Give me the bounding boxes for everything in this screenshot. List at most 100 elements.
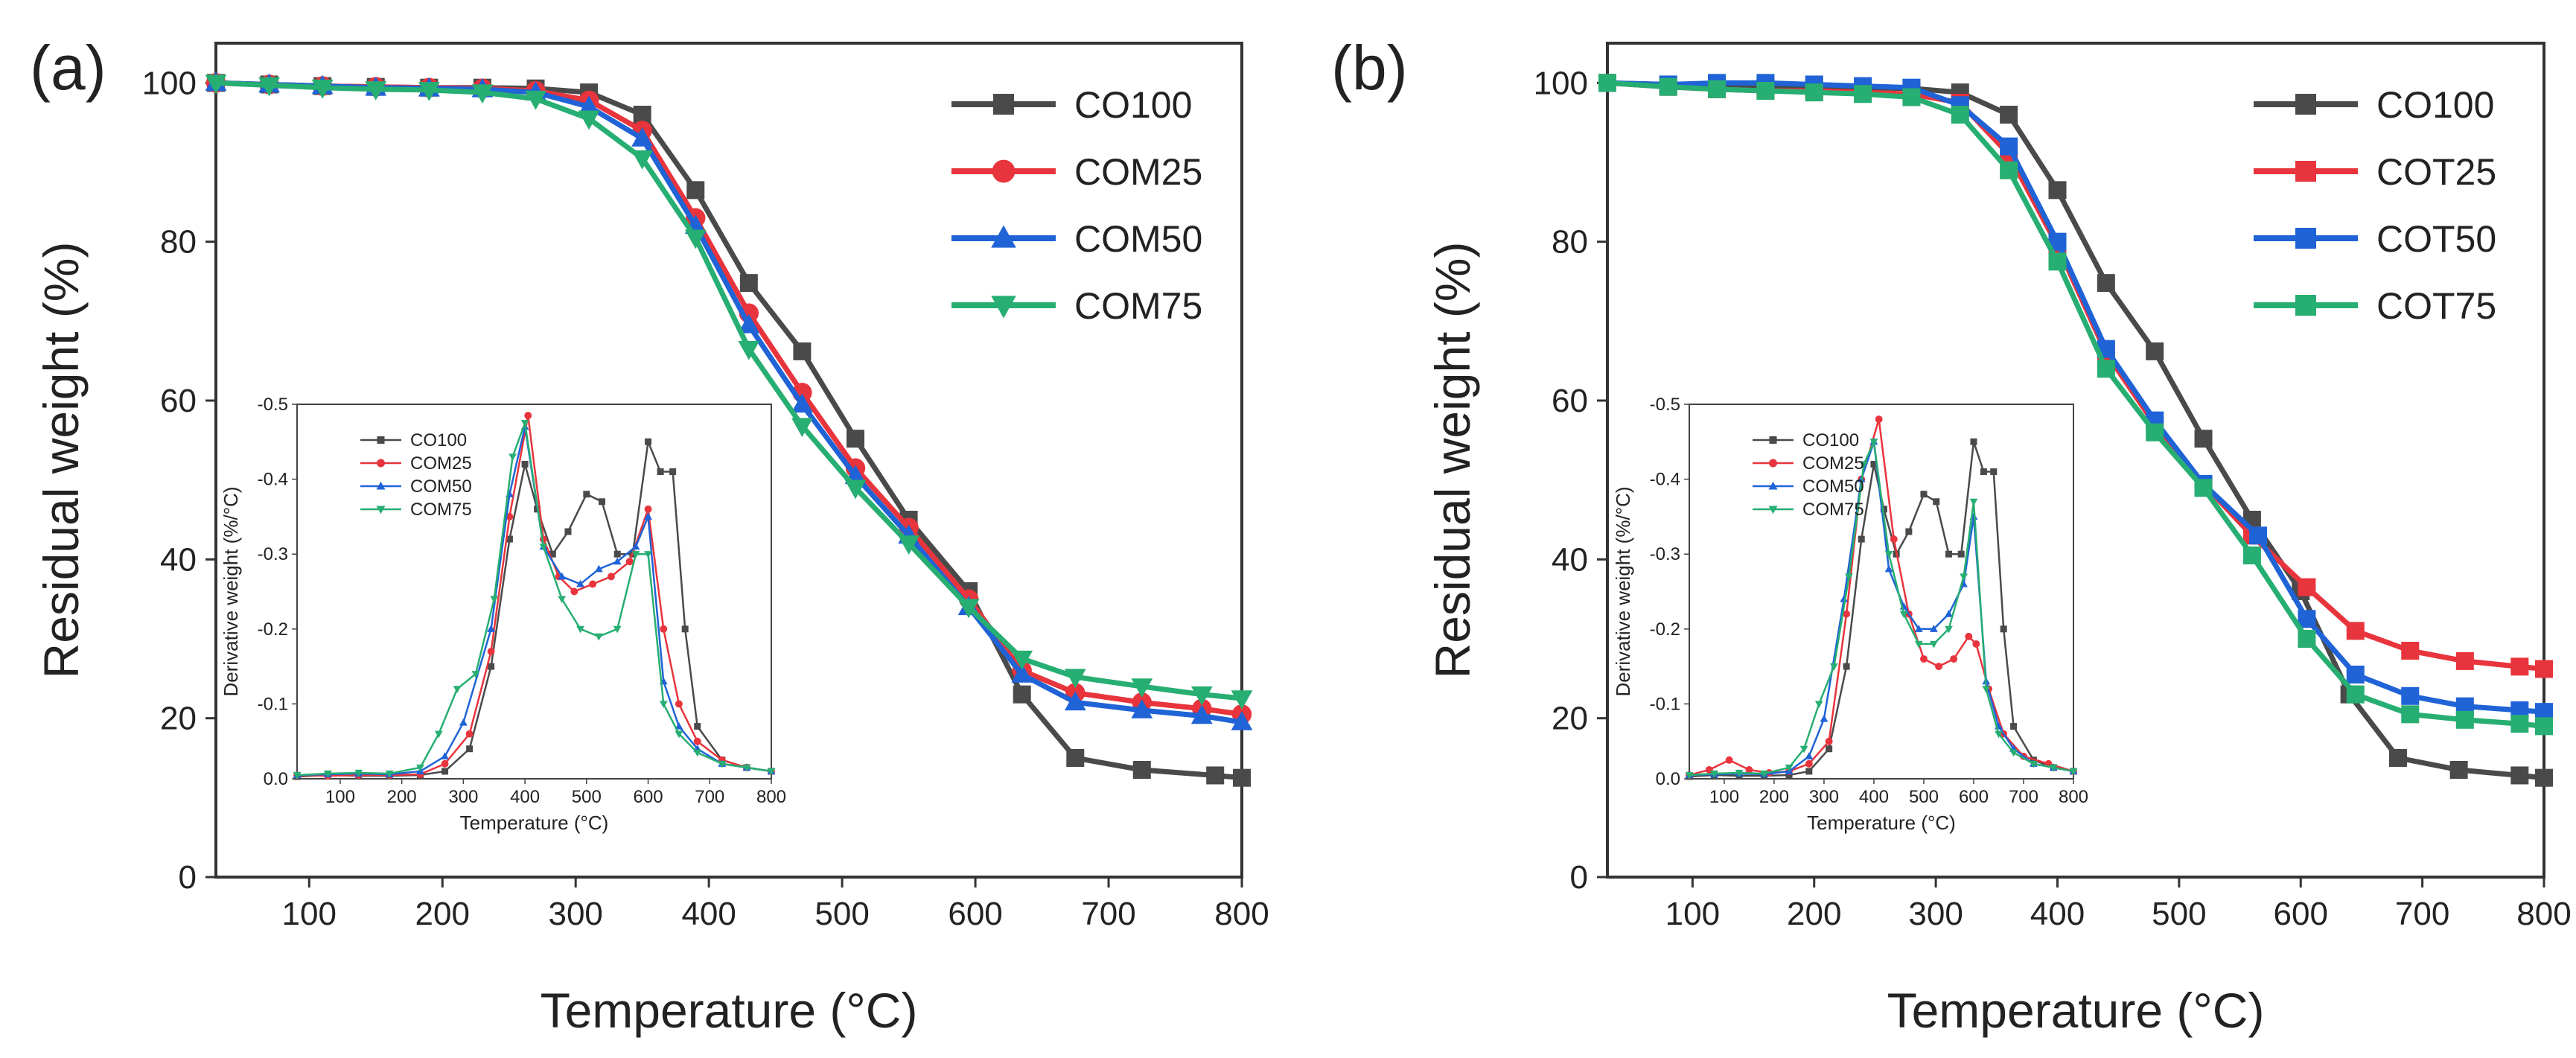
inset-x-tick-label: 700 xyxy=(695,787,724,807)
inset-data-point xyxy=(1990,468,1998,476)
inset-data-point xyxy=(1880,506,1887,513)
inset-data-point xyxy=(1960,573,1968,581)
legend: CO100 COM25 COM50 COM75 xyxy=(951,84,1202,327)
inset-data-point xyxy=(576,625,584,634)
inset-data-point xyxy=(1995,730,2003,739)
data-point xyxy=(686,181,705,200)
data-point xyxy=(1902,88,1921,106)
inset-data-point xyxy=(631,542,640,550)
y-tick-label: 0 xyxy=(1570,859,1588,896)
inset-data-point xyxy=(1920,491,1928,498)
data-point xyxy=(1805,83,1823,102)
inset-data-point xyxy=(594,633,603,641)
x-tick-label: 500 xyxy=(814,896,869,932)
x-tick-label: 800 xyxy=(1214,896,1269,932)
legend: CO100 COT25 COT50 COT75 xyxy=(2254,84,2496,327)
data-point xyxy=(1190,686,1213,706)
inset-data-point xyxy=(660,625,668,633)
data-point xyxy=(2000,161,2018,179)
data-point xyxy=(311,79,334,99)
legend-label: CO100 xyxy=(2376,84,2494,126)
y-tick-label: 60 xyxy=(160,383,197,419)
data-point xyxy=(633,106,651,124)
inset-data-point xyxy=(1875,415,1883,424)
x-tick-label: 600 xyxy=(2274,896,2328,932)
inset-data-point xyxy=(471,671,480,678)
inset-data-point xyxy=(1735,769,1744,777)
inset-data-point xyxy=(767,768,776,776)
data-point xyxy=(418,82,440,101)
inset-data-point xyxy=(1814,701,1823,709)
inset-x-tick-label: 600 xyxy=(1959,787,1989,807)
inset-y-tick-label: -0.5 xyxy=(1650,395,1680,415)
y-axis-title: Residual weight (%) xyxy=(34,242,89,679)
inset-data-point xyxy=(487,625,495,632)
data-point xyxy=(631,150,654,170)
legend-marker xyxy=(991,225,1016,248)
inset-data-point xyxy=(599,498,605,506)
data-point xyxy=(2401,705,2420,724)
y-tick-label: 100 xyxy=(142,65,197,101)
data-point xyxy=(578,110,600,130)
inset-data-point xyxy=(1870,460,1878,468)
inset-data-point xyxy=(1884,564,1893,573)
data-point xyxy=(2510,715,2529,733)
data-point xyxy=(2401,686,2420,705)
inset-x-tick-label: 400 xyxy=(1859,787,1889,807)
inset-data-point xyxy=(1982,686,1991,693)
inset-data-point xyxy=(564,528,572,535)
inset-data-point xyxy=(1969,498,1978,506)
inset-data-point xyxy=(694,723,701,730)
inset-data-point xyxy=(487,648,495,655)
inset-y-tick-label: -0.2 xyxy=(258,619,288,640)
inset-data-point xyxy=(1980,468,1987,476)
data-point xyxy=(844,479,867,500)
x-tick-label: 700 xyxy=(1081,896,1135,932)
x-tick-label: 500 xyxy=(2152,896,2206,932)
inset-data-point xyxy=(631,551,640,558)
inset-data-point xyxy=(1799,745,1808,753)
series-line xyxy=(215,80,1243,701)
x-tick-label: 300 xyxy=(1908,896,1963,932)
data-point xyxy=(1064,691,1086,711)
inset-frame xyxy=(1689,404,2074,780)
inset-data-point xyxy=(644,512,652,520)
data-point xyxy=(1011,663,1033,683)
inset-data-point xyxy=(1914,640,1923,648)
data-point xyxy=(2048,252,2067,271)
inset-data-point xyxy=(1945,625,1953,634)
inset-data-point xyxy=(558,572,567,580)
x-tick-label: 300 xyxy=(548,896,602,932)
y-tick-label: 60 xyxy=(1552,383,1588,419)
data-point xyxy=(1206,766,1225,785)
data-point xyxy=(2000,137,2018,156)
inset-data-point xyxy=(1884,551,1893,558)
inset-data-point xyxy=(539,544,548,551)
inset-data-point xyxy=(1760,770,1768,778)
inset-data-point xyxy=(459,718,468,726)
inset-data-point xyxy=(1957,550,1965,558)
legend-marker xyxy=(2295,94,2316,115)
inset-data-point xyxy=(1725,756,1733,764)
inset-legend-marker xyxy=(1769,436,1777,444)
inset-data-point xyxy=(675,700,683,708)
legend-marker xyxy=(993,94,1014,115)
panel-a: (a) 100 200 300 400 500 600 700 800 0 20 40 60 80 100 T… xyxy=(30,33,1269,1038)
inset-x-tick-label: 100 xyxy=(1709,787,1739,807)
inset-data-point xyxy=(681,625,689,633)
data-point xyxy=(471,84,494,104)
inset-y-tick-label: 0.0 xyxy=(264,769,288,789)
inset-data-point xyxy=(1710,770,1718,778)
inset-data-point xyxy=(607,573,615,581)
x-tick-label: 400 xyxy=(681,896,736,932)
inset-data-point xyxy=(1869,439,1878,446)
legend-label: COM75 xyxy=(1074,285,1202,327)
data-point xyxy=(791,393,813,413)
x-axis-title: Temperature (°C) xyxy=(1887,983,2265,1038)
inset-y-tick-label: -0.4 xyxy=(258,470,288,490)
inset-legend: CO100 COM25 COM50 COM75 xyxy=(1753,430,1864,520)
data-point xyxy=(1598,74,1616,92)
legend-label: COM25 xyxy=(1074,151,1202,193)
data-point xyxy=(791,418,813,438)
data-point xyxy=(2097,274,2115,293)
